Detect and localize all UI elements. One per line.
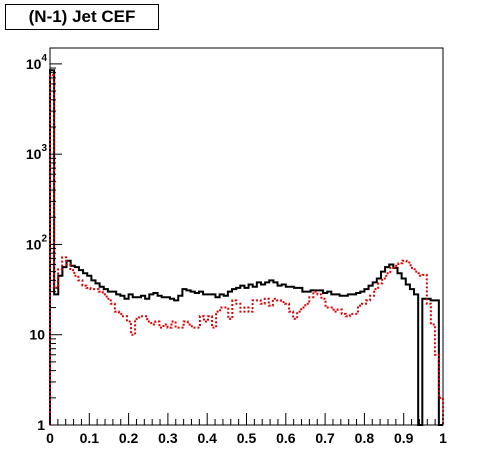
y-tick-label: 102 (26, 233, 48, 252)
x-tick-label: 0.5 (237, 430, 257, 446)
x-tick-label: 0.1 (80, 430, 100, 446)
y-tick-label: 103 (26, 143, 48, 162)
x-tick-label: 0.7 (315, 430, 335, 446)
series-layer (49, 69, 444, 426)
x-tick-label: 0 (46, 430, 54, 446)
x-tick-label: 0.4 (197, 430, 217, 446)
x-tick-label: 1 (439, 430, 447, 446)
series-1-line (49, 69, 443, 426)
x-tick-label: 0.9 (394, 430, 414, 446)
x-tick-label: 0.6 (276, 430, 296, 446)
x-tick-label: 0.8 (355, 430, 375, 446)
chart-title: (N-1) Jet CEF (5, 4, 159, 30)
x-tick-label: 0.2 (119, 430, 139, 446)
y-tick-label: 104 (26, 53, 48, 72)
x-tick-label: 0.3 (158, 430, 178, 446)
ticks-layer (49, 63, 444, 426)
y-tick-label: 10 (29, 327, 45, 343)
labels-layer: 0 0.1 0.2 0.3 0.4 0.5 0.6 0.7 0.8 0.9 1 1 10 102 103 10… (26, 53, 447, 446)
plot-frame (49, 47, 444, 426)
y-tick-label: 1 (37, 417, 45, 433)
series-2-line (49, 74, 444, 425)
